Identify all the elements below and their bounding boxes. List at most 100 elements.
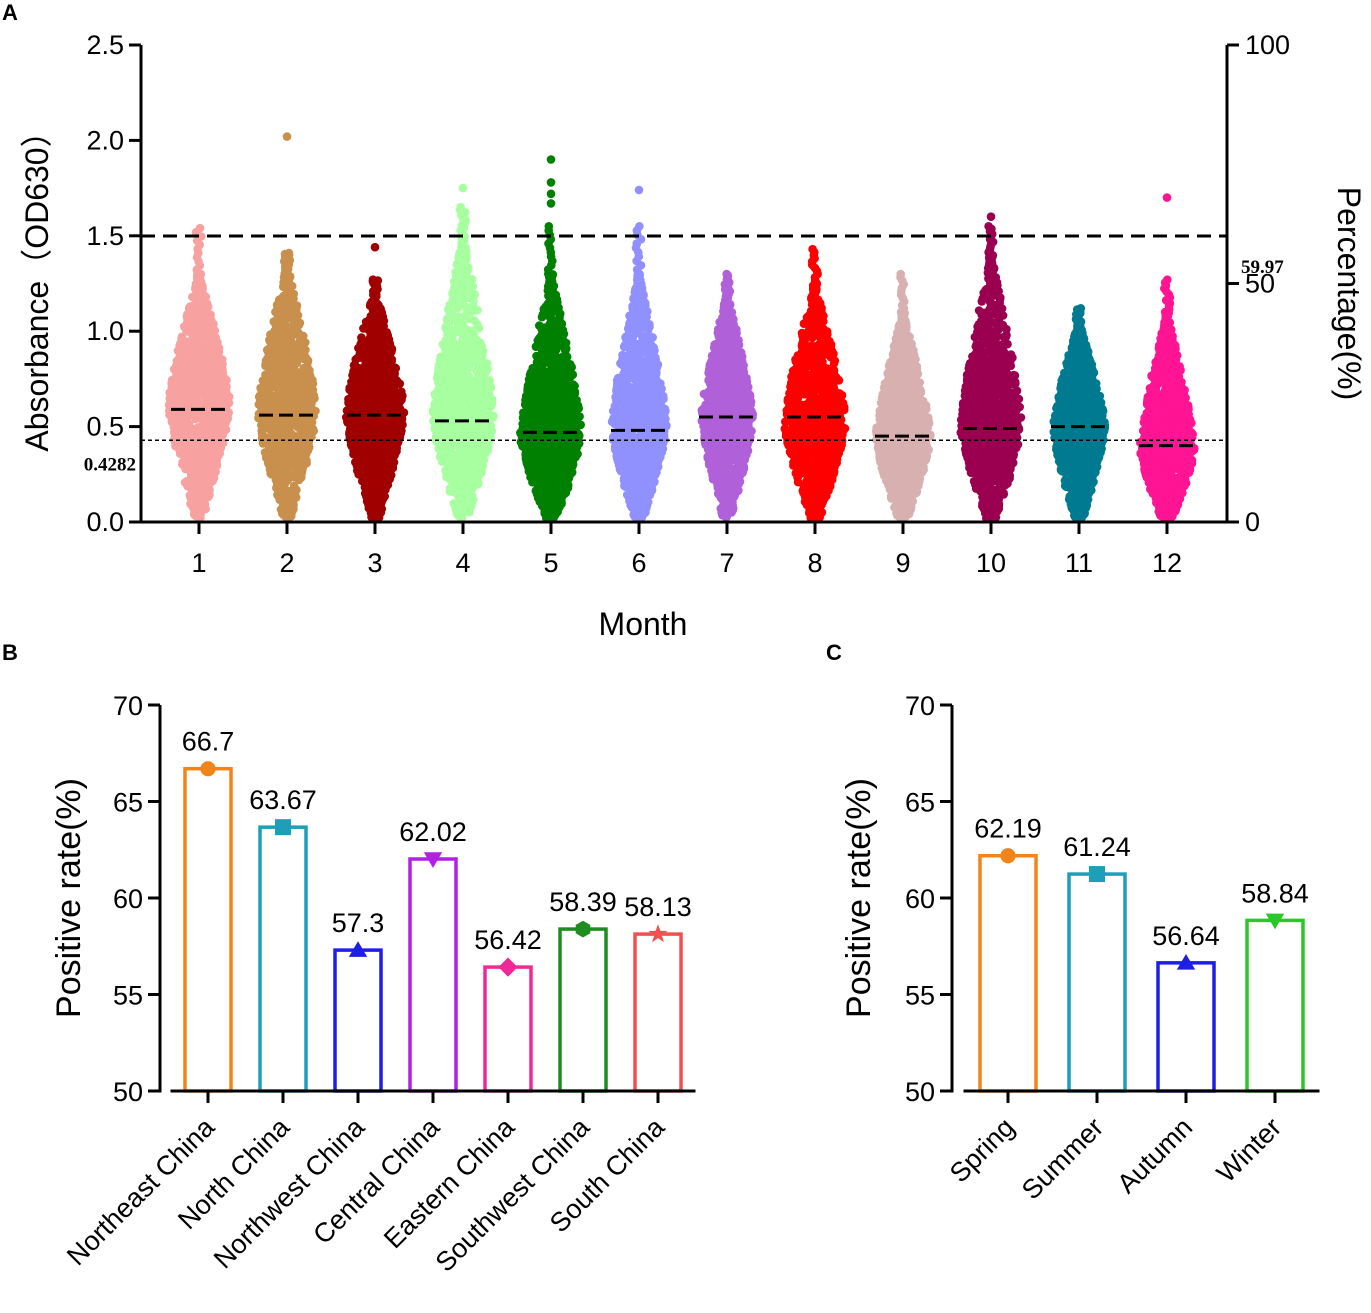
- data-point: [449, 454, 459, 463]
- data-point: [370, 509, 380, 519]
- data-point: [281, 337, 291, 347]
- month-5-points: [516, 155, 585, 523]
- data-point: [459, 272, 469, 281]
- data-point: [302, 377, 312, 387]
- data-point: [464, 358, 474, 368]
- data-point: [210, 445, 220, 455]
- data-point: [282, 395, 292, 405]
- data-point: [440, 362, 450, 371]
- data-point: [194, 344, 204, 353]
- data-point: [183, 464, 192, 474]
- data-point: [566, 468, 576, 478]
- data-point: [554, 303, 563, 313]
- data-point: [552, 340, 561, 350]
- data-point: [444, 327, 453, 336]
- data-point: [467, 491, 477, 500]
- data-point: [449, 277, 459, 286]
- data-point: [366, 317, 376, 326]
- data-point: [368, 275, 378, 285]
- data-point: [398, 420, 407, 430]
- data-point: [269, 346, 279, 356]
- data-point: [361, 389, 371, 398]
- data-point: [287, 430, 297, 439]
- data-point: [299, 454, 308, 463]
- data-point: [217, 355, 227, 364]
- data-point: [213, 421, 223, 431]
- data-point: [174, 426, 184, 435]
- data-point: [356, 462, 366, 472]
- data-point: [265, 384, 274, 394]
- data-point: [428, 406, 438, 415]
- data-point: [526, 389, 536, 399]
- data-point: [532, 365, 542, 375]
- data-point: [447, 335, 457, 345]
- data-point: [270, 326, 279, 336]
- data-point: [294, 383, 304, 392]
- data-point: [460, 244, 469, 254]
- data-point: [369, 462, 378, 471]
- data-point: [207, 358, 217, 367]
- data-point: [296, 468, 306, 478]
- data-point: [361, 345, 371, 354]
- data-point: [198, 320, 207, 330]
- data-point: [176, 339, 185, 348]
- data-point: [380, 391, 390, 400]
- data-point: [473, 446, 482, 455]
- data-point: [386, 470, 396, 480]
- data-point: [291, 454, 301, 463]
- data-point: [167, 383, 177, 393]
- data-point: [286, 502, 295, 512]
- outlier-point: [282, 132, 292, 141]
- data-point: [364, 500, 373, 509]
- data-point: [264, 418, 273, 427]
- data-point: [186, 499, 195, 509]
- data-point: [282, 309, 292, 318]
- data-point: [442, 464, 452, 474]
- data-point: [280, 375, 290, 385]
- data-point: [455, 510, 465, 519]
- data-point: [483, 430, 492, 440]
- data-point: [195, 223, 205, 233]
- data-point: [307, 418, 317, 427]
- data-point: [475, 461, 485, 471]
- data-point: [294, 444, 304, 454]
- data-point: [270, 338, 280, 348]
- data-point: [223, 410, 232, 420]
- data-point: [347, 441, 357, 451]
- data-point: [371, 373, 381, 382]
- data-point: [460, 467, 469, 476]
- data-point: [463, 407, 472, 417]
- data-point: [200, 367, 209, 376]
- data-point: [445, 318, 455, 327]
- data-point: [309, 391, 319, 400]
- data-point: [275, 423, 285, 432]
- data-point: [198, 302, 208, 311]
- data-point: [387, 376, 397, 386]
- data-point: [438, 428, 448, 437]
- data-point: [185, 302, 195, 311]
- data-point: [439, 399, 448, 409]
- data-point: [478, 392, 488, 402]
- data-point: [291, 307, 301, 317]
- data-point: [348, 385, 357, 395]
- data-point: [477, 359, 487, 368]
- data-point: [550, 474, 560, 484]
- data-point: [361, 359, 371, 368]
- data-point: [391, 442, 401, 451]
- data-point: [380, 350, 389, 360]
- data-point: [453, 291, 462, 301]
- data-point: [186, 394, 196, 404]
- data-point: [211, 342, 220, 352]
- data-point: [367, 440, 376, 450]
- data-point: [543, 286, 553, 295]
- data-point: [349, 398, 359, 408]
- data-point: [451, 376, 460, 385]
- data-point: [383, 455, 393, 465]
- data-point: [454, 501, 463, 511]
- data-point: [179, 347, 188, 356]
- data-point: [207, 477, 216, 487]
- data-point: [277, 359, 287, 368]
- data-point: [463, 303, 472, 312]
- data-point: [187, 349, 197, 359]
- data-point: [377, 425, 387, 435]
